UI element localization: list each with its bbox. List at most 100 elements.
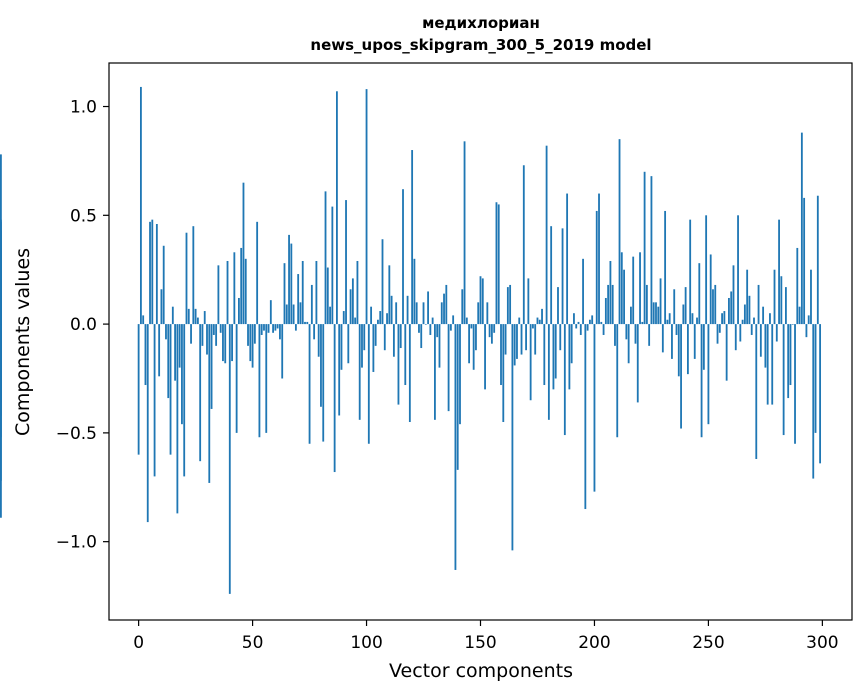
bar-68 (292, 304, 295, 325)
bar-61 (276, 324, 279, 329)
bar-247 (700, 324, 703, 438)
bar-100 (365, 89, 368, 325)
bar-155 (490, 324, 493, 344)
bar-134 (443, 293, 445, 325)
bar-72 (301, 260, 304, 325)
bar-264 (739, 324, 742, 342)
bar-286 (789, 324, 792, 386)
bar-269 (750, 324, 753, 335)
bar-88 (338, 324, 341, 416)
y-tick-label: 0.0 (70, 315, 97, 335)
bar-undefined (0, 324, 2, 372)
bar-237 (677, 324, 680, 377)
bar-244 (693, 324, 696, 359)
y-tick-label: −1.0 (56, 533, 97, 553)
bar-99 (363, 324, 366, 351)
bar-199 (591, 315, 594, 325)
bar-59 (272, 324, 275, 333)
bar-212 (620, 252, 623, 325)
bar-109 (386, 313, 388, 325)
bar-17 (176, 324, 179, 514)
bar-97 (358, 324, 361, 420)
bar-145 (468, 324, 471, 364)
bar-146 (470, 324, 473, 329)
bar-169 (522, 165, 525, 325)
bar-25 (194, 308, 197, 325)
bar-81 (322, 324, 325, 442)
bar-243 (691, 313, 694, 325)
bar-204 (602, 324, 605, 335)
bar-133 (440, 302, 443, 325)
bar-284 (784, 287, 787, 325)
bar-270 (753, 317, 755, 325)
bar-51 (253, 324, 256, 344)
bar-158 (497, 204, 500, 325)
chart-title: медихлориан (422, 14, 540, 32)
bar-96 (356, 260, 359, 325)
bar-213 (623, 269, 625, 325)
bar-236 (675, 324, 678, 335)
bar-127 (427, 291, 429, 325)
bar-160 (502, 324, 505, 423)
bar-116 (402, 189, 404, 325)
bar-41 (231, 324, 233, 362)
bar-203 (600, 321, 603, 325)
bar-268 (748, 295, 751, 325)
bar-117 (404, 324, 407, 386)
bar-45 (240, 247, 243, 325)
bar-218 (634, 324, 637, 344)
bar-205 (604, 297, 607, 325)
y-tick-label: −0.5 (56, 424, 97, 444)
bar-136 (447, 324, 450, 412)
bar-60 (274, 324, 277, 331)
bar-29 (203, 311, 206, 325)
bar-165 (513, 324, 516, 366)
bar-52 (256, 221, 259, 325)
bar-174 (534, 324, 537, 355)
bar-202 (598, 193, 600, 325)
bar-33 (212, 324, 215, 335)
bar-55 (263, 324, 265, 331)
bar-101 (367, 324, 370, 444)
bar-undefined (0, 221, 2, 325)
bar-103 (372, 324, 375, 372)
bar-65 (285, 304, 288, 325)
bar-246 (698, 263, 701, 325)
bar-139 (454, 324, 457, 570)
bar-0 (137, 324, 140, 455)
bar-164 (511, 324, 514, 551)
bar-28 (201, 324, 204, 346)
bar-184 (557, 287, 559, 325)
bar-207 (609, 260, 612, 325)
bar-201 (595, 210, 598, 325)
bar-53 (258, 324, 261, 438)
bar-6 (151, 219, 154, 325)
bar-193 (577, 321, 580, 325)
bar-124 (420, 324, 423, 349)
bar-5 (149, 221, 151, 325)
bar-71 (299, 302, 302, 325)
bar-69 (294, 324, 297, 331)
bar-240 (684, 287, 687, 325)
x-axis-ticks: 0 50 100 150 200 250 300 (133, 620, 839, 653)
bar-74 (306, 321, 309, 325)
bar-179 (545, 145, 548, 325)
bar-112 (392, 324, 395, 357)
bar-107 (381, 239, 384, 325)
bar-190 (570, 324, 573, 364)
bar-64 (283, 263, 286, 325)
bar-230 (661, 324, 664, 353)
bar-292 (803, 197, 806, 325)
bar-163 (509, 284, 512, 325)
x-tick-label: 150 (464, 633, 496, 653)
bar-224 (648, 324, 651, 346)
bar-94 (351, 278, 354, 325)
bar-191 (573, 313, 575, 325)
bar-260 (730, 291, 733, 325)
bar-181 (550, 226, 553, 325)
bar-221 (641, 321, 644, 325)
bar-172 (529, 324, 532, 401)
bar-175 (536, 317, 539, 325)
bar-34 (215, 324, 218, 346)
